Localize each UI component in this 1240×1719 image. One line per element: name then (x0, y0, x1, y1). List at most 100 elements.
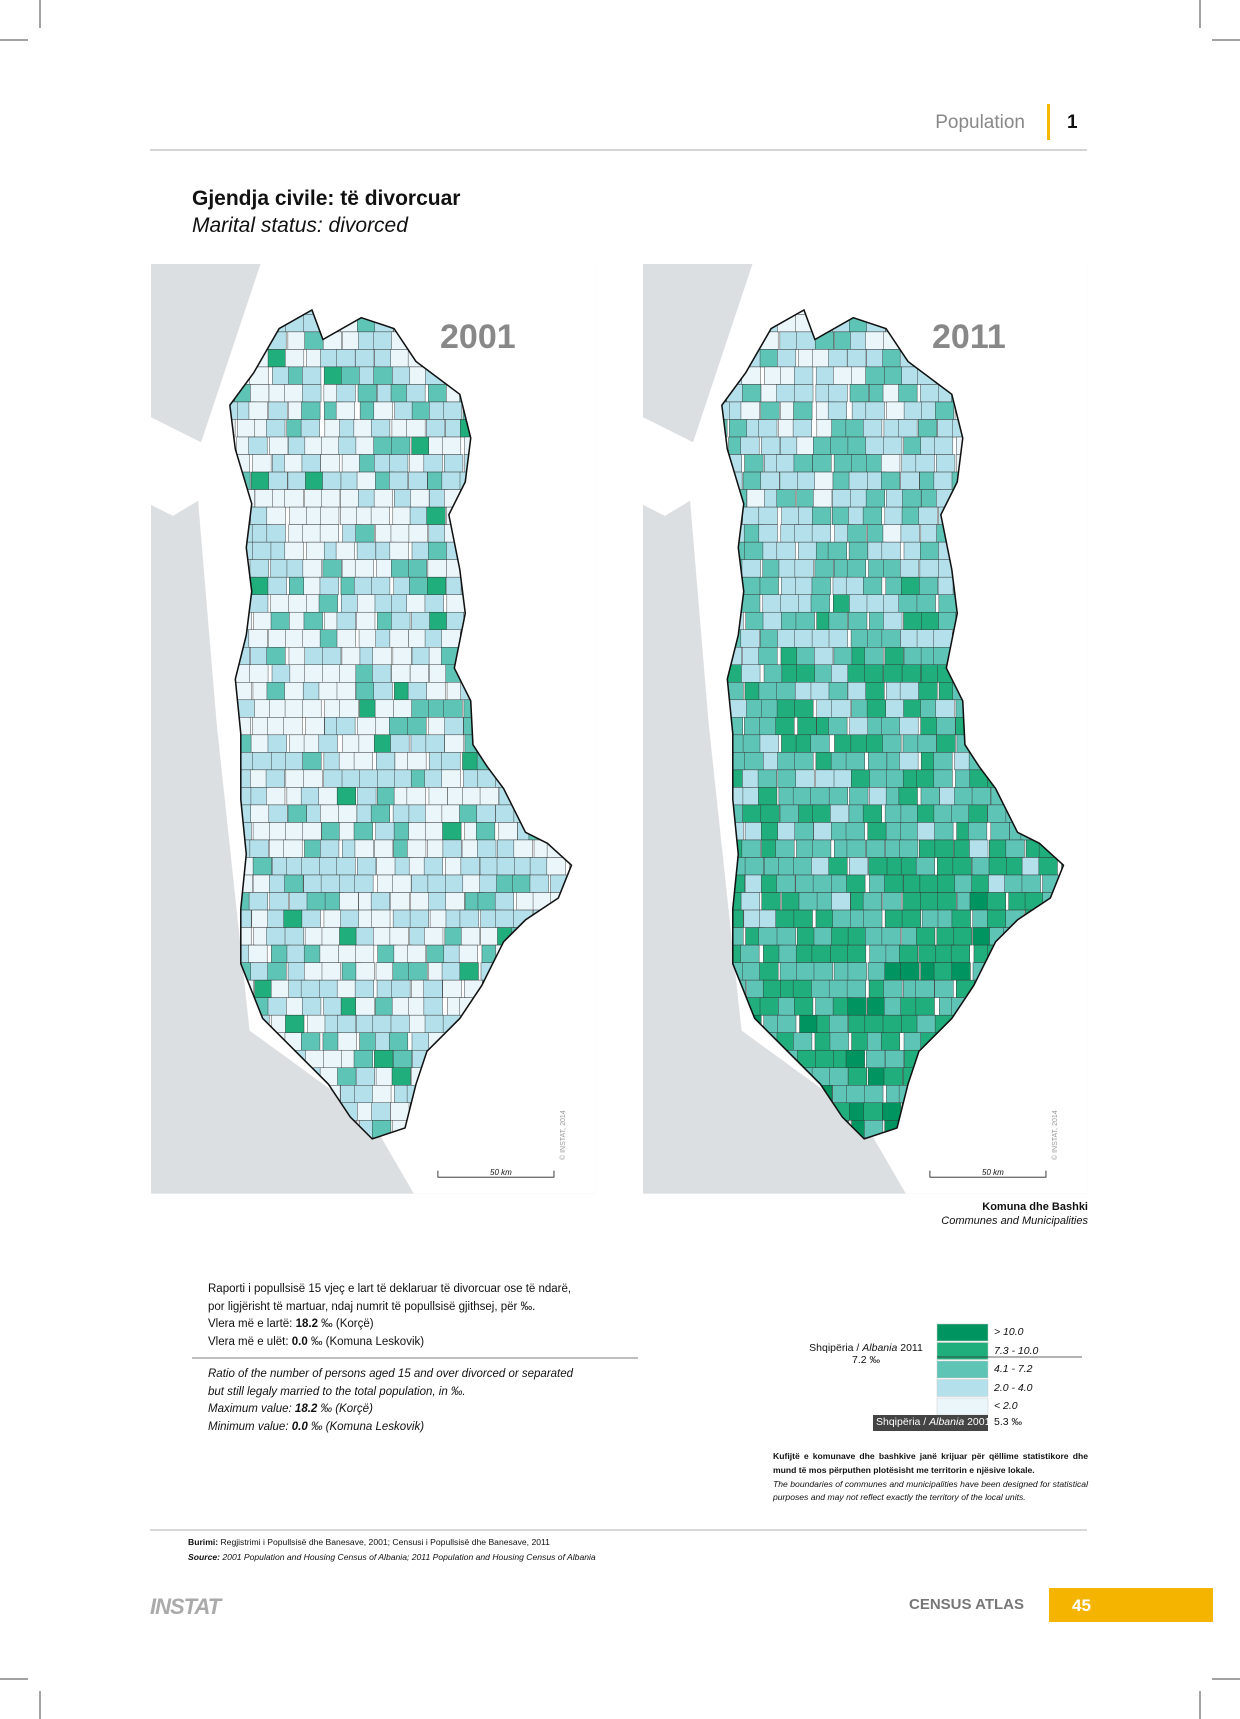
commune (411, 1032, 431, 1051)
commune (355, 962, 375, 981)
commune (516, 892, 536, 911)
commune (845, 1049, 865, 1068)
commune (285, 349, 305, 368)
commune (799, 1014, 819, 1033)
commune (903, 647, 923, 665)
commune (322, 559, 342, 578)
commune (918, 419, 938, 438)
commune (793, 454, 813, 473)
commune (882, 1014, 902, 1033)
commune (794, 629, 814, 648)
commune (933, 471, 953, 490)
commune (868, 752, 888, 771)
commune (845, 752, 865, 771)
commune (865, 489, 885, 508)
commune (828, 611, 848, 630)
commune (461, 927, 481, 946)
commune (881, 454, 901, 473)
commune (335, 541, 355, 560)
commune (758, 419, 778, 438)
commune (729, 419, 749, 438)
commune (846, 874, 866, 893)
commune (253, 611, 273, 630)
commune (495, 909, 515, 928)
commune (284, 384, 304, 403)
commune (901, 909, 921, 928)
commune (831, 927, 851, 946)
commune (319, 944, 339, 963)
commune (862, 804, 882, 823)
commune (812, 349, 832, 368)
commune (903, 874, 923, 893)
commune (476, 822, 496, 841)
commune (832, 471, 852, 490)
commune (759, 349, 779, 368)
commune (427, 874, 447, 893)
commune (762, 979, 783, 998)
commune (444, 454, 464, 473)
note: Kufijtë e komunave dhe bashkive janë kri… (773, 1450, 1088, 1505)
label: Maximum value: (208, 1403, 292, 1415)
commune (355, 436, 375, 455)
commune (814, 471, 834, 490)
commune (792, 787, 812, 806)
commune (283, 839, 303, 858)
commune (406, 787, 426, 806)
commune (320, 874, 340, 893)
commune (810, 682, 830, 701)
commune (423, 454, 443, 473)
commune (323, 769, 343, 788)
commune (319, 524, 339, 543)
commune (988, 857, 1008, 876)
commune (342, 734, 362, 753)
commune (762, 559, 782, 578)
description-line: Maximum value: 18.2 ‰ (Korçë) (208, 1401, 573, 1419)
commune (337, 1067, 357, 1086)
commune (302, 822, 322, 841)
commune (827, 541, 847, 560)
commune (919, 559, 939, 578)
commune (900, 962, 920, 981)
commune (357, 384, 377, 403)
commune (792, 979, 812, 998)
commune (798, 892, 818, 911)
commune (424, 629, 444, 648)
commune (426, 506, 446, 525)
commune (757, 769, 777, 788)
commune (357, 857, 377, 876)
commune (864, 664, 884, 683)
legend-label: 2.0 - 4.0 (994, 1381, 1033, 1394)
label-en: Albania (862, 1342, 898, 1354)
commune (249, 839, 269, 858)
commune (323, 366, 343, 385)
commune (389, 927, 409, 946)
commune (266, 927, 286, 946)
commune (812, 506, 832, 525)
commune (813, 822, 833, 841)
map-caption-title: Komuna dhe Bashki (982, 1201, 1088, 1213)
commune (900, 559, 920, 578)
commune (480, 927, 500, 946)
commune (371, 1102, 391, 1121)
commune (411, 401, 431, 420)
commune (815, 769, 835, 788)
commune (900, 471, 920, 490)
commune (270, 611, 290, 630)
description-line: Raporti i popullsisë 15 vjeç e lart të d… (208, 1283, 572, 1295)
commune (776, 874, 796, 893)
commune (391, 979, 411, 998)
commune (494, 892, 515, 911)
commune (866, 839, 886, 858)
commune (916, 769, 936, 788)
commune (813, 489, 833, 508)
commune (830, 436, 850, 455)
commune (811, 576, 831, 595)
commune (917, 804, 937, 823)
commune (355, 664, 375, 683)
commune (393, 699, 413, 718)
commune (759, 629, 780, 648)
commune (880, 1032, 901, 1051)
commune (408, 962, 428, 981)
commune (424, 594, 444, 613)
commune (249, 664, 269, 683)
